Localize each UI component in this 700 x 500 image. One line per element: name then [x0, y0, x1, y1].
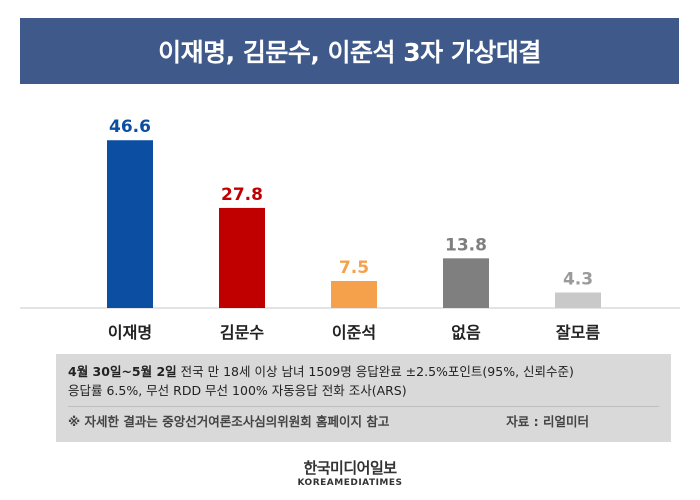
survey-date: 4월 30일~5월 2일	[68, 364, 177, 379]
survey-note-box: 4월 30일~5월 2일 전국 만 18세 이상 남녀 1509명 응답완료 ±…	[56, 354, 671, 442]
value-label-3: 7.5	[339, 258, 369, 278]
bar-chart-svg: 46.6 이재명 27.8 김문수 7.5 이준석 13.8 없음 4.3 잘모름	[20, 117, 680, 342]
category-label-5: 잘모름	[556, 323, 600, 342]
logo-korean: 한국미디어일보	[303, 459, 397, 477]
category-label-2: 김문수	[220, 323, 264, 342]
chart-title: 이재명, 김문수, 이준석 3자 가상대결	[20, 18, 679, 84]
value-label-2: 27.8	[221, 185, 263, 205]
bar-2	[219, 207, 265, 308]
bar-5	[555, 292, 601, 308]
source-label: 자료 : 리얼미터	[506, 414, 589, 429]
category-label-1: 이재명	[108, 323, 152, 342]
logo-english: KOREAMEDIATIMES	[297, 478, 403, 488]
bar-1	[107, 140, 153, 308]
bar-chart: 46.6 이재명 27.8 김문수 7.5 이준석 13.8 없음 4.3 잘모름	[0, 84, 700, 354]
publisher-logo: 한국미디어일보 KOREAMEDIATIMES	[0, 452, 700, 496]
survey-method-line2: 응답률 6.5%, 무선 RDD 무선 100% 자동응답 전화 조사(ARS)	[68, 383, 407, 398]
bar-4	[443, 258, 489, 308]
note-footer: ※ 자세한 결과는 중앙선거여론조사심의위원회 홈페이지 참고 자료 : 리얼미…	[68, 412, 659, 431]
category-label-3: 이준석	[332, 323, 376, 342]
value-label-1: 46.6	[109, 117, 151, 137]
value-label-4: 13.8	[445, 235, 487, 255]
bar-3	[331, 281, 377, 308]
note-divider	[68, 406, 659, 407]
survey-method-detail: 전국 만 18세 이상 남녀 1509명 응답완료 ±2.5%포인트(95%, …	[176, 364, 574, 379]
reference-note: ※ 자세한 결과는 중앙선거여론조사심의위원회 홈페이지 참고	[68, 414, 390, 429]
value-label-5: 4.3	[563, 270, 593, 290]
category-label-4: 없음	[451, 323, 481, 342]
survey-method-line1: 4월 30일~5월 2일 전국 만 18세 이상 남녀 1509명 응답완료 ±…	[68, 362, 659, 381]
